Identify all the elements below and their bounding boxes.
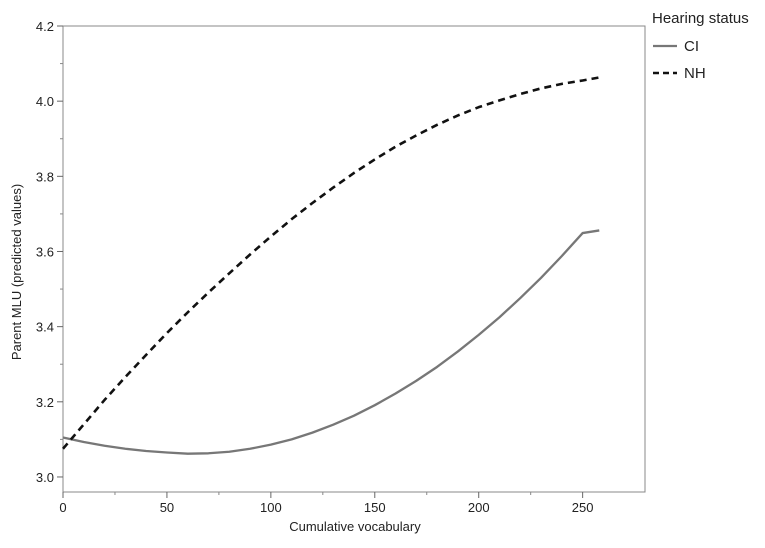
y-tick-label: 4.2 — [36, 19, 54, 34]
legend-title: Hearing status — [652, 10, 749, 27]
x-tick-label: 150 — [364, 500, 386, 515]
y-axis-title: Parent MLU (predicted values) — [9, 184, 24, 360]
x-axis-title: Cumulative vocabulary — [289, 519, 421, 534]
axes-layer: 0 50 100 150 200 250 3.0 3.2 3.4 3.6 3.8 4.0 4.2 — [36, 19, 646, 515]
series-line-ci — [62, 229, 600, 455]
x-tick-label: 200 — [468, 500, 490, 515]
x-tick-label: 0 — [59, 500, 66, 515]
legend-label-nh: NH — [684, 65, 706, 82]
y-tick-label: 4.0 — [36, 94, 54, 109]
y-tick-label: 3.8 — [36, 169, 54, 184]
x-tick-label: 250 — [572, 500, 594, 515]
x-tick-label: 50 — [160, 500, 174, 515]
series-layer — [62, 76, 600, 455]
legend-label-ci: CI — [684, 38, 699, 55]
x-tick-label: 100 — [260, 500, 282, 515]
y-tick-label: 3.6 — [36, 244, 54, 259]
y-tick-label: 3.4 — [36, 320, 54, 335]
series-line-nh — [62, 76, 600, 450]
y-tick-label: 3.2 — [36, 395, 54, 410]
y-tick-label: 3.0 — [36, 470, 54, 485]
plot-frame — [62, 25, 646, 493]
legend: Hearing status CI NH — [652, 10, 749, 82]
